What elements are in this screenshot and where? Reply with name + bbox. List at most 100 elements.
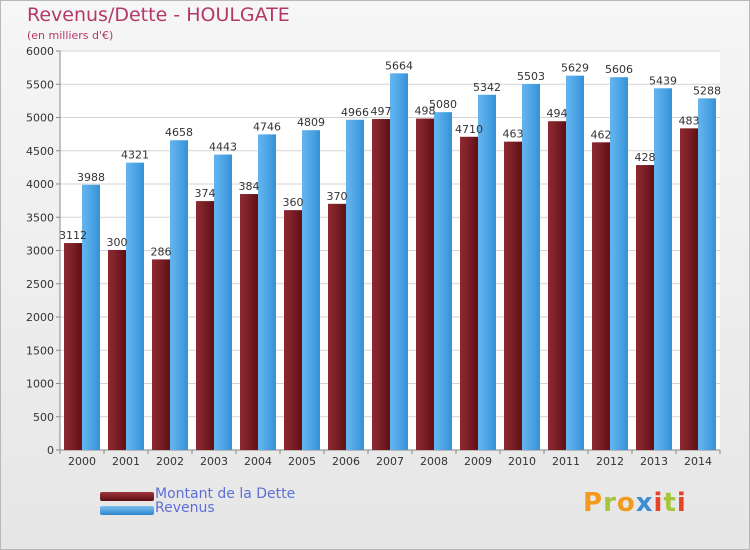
data-label-revenus: 5664 bbox=[385, 59, 413, 72]
data-label-dette: 370 bbox=[327, 190, 348, 203]
bar-revenus bbox=[82, 184, 100, 450]
brand-letter: i bbox=[676, 488, 687, 518]
y-tick-label: 0 bbox=[47, 444, 54, 457]
data-label-revenus: 5080 bbox=[429, 98, 457, 111]
y-tick-label: 4000 bbox=[26, 178, 54, 191]
bar-revenus bbox=[654, 88, 672, 450]
data-label-dette: 300 bbox=[107, 236, 128, 249]
brand-letter: o bbox=[616, 488, 636, 518]
x-tick-label: 2002 bbox=[156, 455, 184, 468]
bar-revenus bbox=[346, 119, 364, 451]
x-tick-label: 2009 bbox=[464, 455, 492, 468]
bar-dette bbox=[240, 194, 258, 450]
y-tick-label: 6000 bbox=[26, 45, 54, 58]
brand-letter: x bbox=[635, 488, 654, 518]
chart-subtitle: (en milliers d'€) bbox=[27, 29, 114, 42]
data-label-revenus: 5606 bbox=[605, 63, 633, 76]
x-tick-label: 2000 bbox=[68, 455, 96, 468]
data-label-revenus: 5629 bbox=[561, 62, 589, 75]
data-label-dette: 497 bbox=[371, 105, 392, 118]
bar-dette bbox=[592, 142, 610, 450]
bar-dette bbox=[504, 141, 522, 450]
bar-dette bbox=[196, 201, 214, 450]
data-label-revenus: 5503 bbox=[517, 70, 545, 83]
x-tick-label: 2008 bbox=[420, 455, 448, 468]
bar-revenus bbox=[698, 98, 716, 451]
bar-revenus bbox=[170, 140, 188, 451]
y-tick-label: 2500 bbox=[26, 278, 54, 291]
data-label-revenus: 3988 bbox=[77, 171, 105, 184]
brand-letter: P bbox=[583, 488, 604, 518]
data-label-revenus: 4809 bbox=[297, 116, 325, 129]
bar-revenus bbox=[302, 130, 320, 450]
x-tick-label: 2007 bbox=[376, 455, 404, 468]
bar-dette bbox=[64, 243, 82, 450]
bar-revenus bbox=[566, 75, 584, 450]
data-label-dette: 360 bbox=[283, 196, 304, 209]
y-tick-label: 2000 bbox=[26, 311, 54, 324]
bar-dette bbox=[460, 136, 478, 450]
data-label-dette: 374 bbox=[195, 187, 216, 200]
bar-revenus bbox=[610, 77, 628, 451]
data-label-revenus: 4746 bbox=[253, 120, 281, 133]
brand-logo: Proxiti bbox=[583, 488, 687, 518]
bar-dette bbox=[328, 203, 346, 450]
x-tick-label: 2012 bbox=[596, 455, 624, 468]
x-tick-label: 2014 bbox=[684, 455, 712, 468]
bar-dette bbox=[152, 259, 170, 450]
bar-dette bbox=[372, 119, 390, 450]
data-label-revenus: 4321 bbox=[121, 149, 149, 162]
bar-dette bbox=[680, 128, 698, 451]
x-tick-label: 2011 bbox=[552, 455, 580, 468]
data-label-dette: 483 bbox=[679, 114, 700, 127]
bar-revenus bbox=[258, 134, 276, 451]
bar-revenus bbox=[434, 112, 452, 451]
data-label-dette: 286 bbox=[151, 245, 172, 258]
data-label-revenus: 4443 bbox=[209, 141, 237, 154]
x-tick-label: 2004 bbox=[244, 455, 272, 468]
y-tick-label: 5000 bbox=[26, 112, 54, 125]
y-tick-label: 1000 bbox=[26, 378, 54, 391]
x-tick-label: 2005 bbox=[288, 455, 316, 468]
brand-letter: i bbox=[653, 488, 664, 518]
brand-letter: t bbox=[663, 488, 677, 518]
legend-label-revenus: Revenus bbox=[155, 500, 215, 516]
bar-dette bbox=[284, 210, 302, 450]
bar-revenus bbox=[478, 94, 496, 450]
y-tick-label: 500 bbox=[33, 411, 54, 424]
x-tick-label: 2001 bbox=[112, 455, 140, 468]
data-label-revenus: 4658 bbox=[165, 126, 193, 139]
brand-letter: r bbox=[603, 488, 617, 518]
legend-label-dette: Montant de la Dette bbox=[155, 486, 296, 502]
bar-dette bbox=[548, 121, 566, 450]
legend-swatch-revenus bbox=[100, 506, 154, 515]
x-tick-label: 2013 bbox=[640, 455, 668, 468]
legend-swatch-dette bbox=[100, 492, 154, 501]
x-tick-label: 2010 bbox=[508, 455, 536, 468]
data-label-dette: 384 bbox=[239, 180, 260, 193]
data-label-dette: 463 bbox=[503, 128, 524, 141]
data-label-dette: 498 bbox=[415, 105, 436, 118]
y-tick-label: 5500 bbox=[26, 78, 54, 91]
bar-revenus bbox=[390, 73, 408, 451]
y-tick-label: 1500 bbox=[26, 344, 54, 357]
bar-dette bbox=[636, 165, 654, 451]
x-tick-label: 2003 bbox=[200, 455, 228, 468]
data-label-revenus: 5288 bbox=[693, 84, 721, 97]
chart-title: Revenus/Dette - HOULGATE bbox=[27, 4, 290, 26]
x-tick-label: 2006 bbox=[332, 455, 360, 468]
y-tick-label: 3000 bbox=[26, 245, 54, 258]
bar-dette bbox=[416, 118, 434, 451]
bar-revenus bbox=[214, 154, 232, 450]
y-tick-label: 4500 bbox=[26, 145, 54, 158]
bar-revenus bbox=[522, 84, 540, 450]
y-tick-label: 3500 bbox=[26, 211, 54, 224]
data-label-revenus: 5439 bbox=[649, 74, 677, 87]
data-label-dette: 4710 bbox=[455, 123, 483, 136]
data-label-dette: 462 bbox=[591, 128, 612, 141]
data-label-dette: 494 bbox=[547, 107, 568, 120]
data-label-dette: 428 bbox=[635, 151, 656, 164]
bar-dette bbox=[108, 249, 126, 450]
data-label-revenus: 4966 bbox=[341, 106, 369, 119]
